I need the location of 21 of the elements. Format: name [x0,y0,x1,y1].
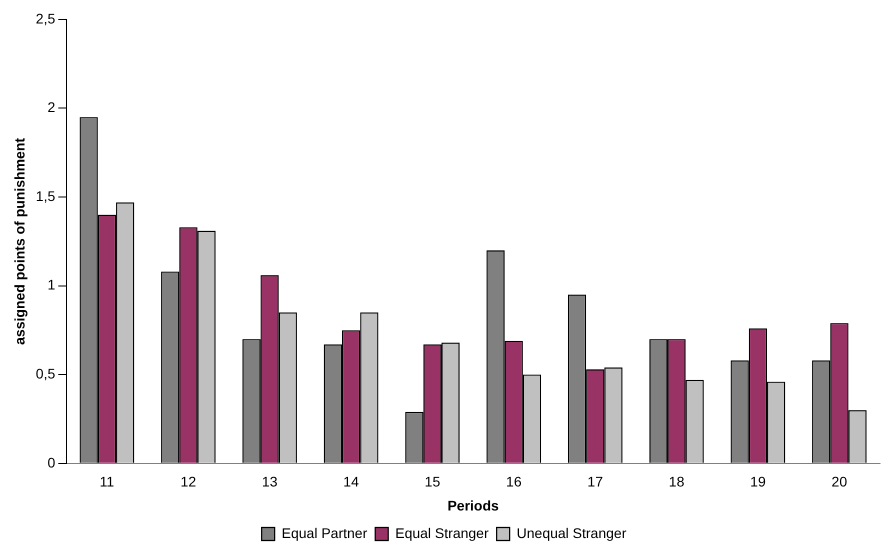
x-axis-title: Periods [447,497,500,514]
x-tick-label: 16 [506,474,522,490]
legend-label: Unequal Stranger [516,524,627,541]
x-tick-label: 17 [587,474,604,490]
y-tick-label: 1,5 [36,188,56,204]
y-tick-label: 0 [47,454,56,470]
x-tick-label: 14 [343,474,360,490]
x-tick-label: 12 [180,474,196,490]
y-axis-title: assigned points of punishment [11,138,28,345]
x-tick-label: 20 [832,474,848,490]
x-tick-label: 18 [668,474,685,490]
x-tick-label: 19 [750,474,766,490]
y-tick-label: 2 [47,99,56,116]
legend-label: Equal Partner [282,524,368,541]
y-tick-label: 0,5 [36,365,56,382]
x-tick-label: 11 [100,474,114,490]
y-tick-label: 1 [47,276,56,293]
x-tick-label: 15 [424,474,440,490]
y-tick-label: 2,5 [36,10,56,26]
x-tick-label: 13 [262,474,278,490]
legend-label: Equal Stranger [395,524,489,541]
